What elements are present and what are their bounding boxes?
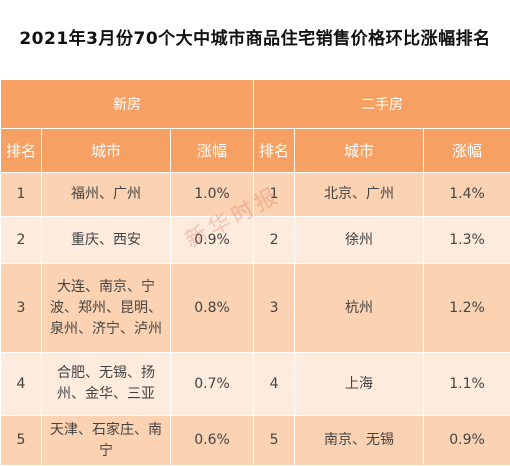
- new-rank-cell: 5: [0, 415, 42, 466]
- ranking-table: 新房 二手房 排名 城市 涨幅 排名 城市 涨幅 1 福州、广州 1.0% 1 …: [0, 79, 510, 466]
- table-row: 5 天津、石家庄、南宁 0.6% 5 南京、无锡 0.9%: [0, 415, 510, 466]
- header-change: 涨幅: [423, 128, 510, 173]
- second-change-cell: 1.4%: [423, 172, 510, 217]
- new-city-cell: 天津、石家庄、南宁: [41, 415, 171, 466]
- new-change-cell: 0.6%: [169, 415, 255, 466]
- second-rank-cell: 2: [253, 216, 296, 264]
- table-row: 3 大连、南京、宁波、郑州、昆明、泉州、济宁、泸州 0.8% 3 杭州 1.2%: [0, 263, 510, 353]
- column-header-row: 排名 城市 涨幅 排名 城市 涨幅: [0, 128, 510, 173]
- new-city-cell: 合肥、无锡、扬州、金华、三亚: [41, 352, 171, 416]
- header-city: 城市: [41, 128, 171, 173]
- header-change: 涨幅: [169, 128, 255, 173]
- new-change-cell: 0.9%: [169, 216, 255, 264]
- second-change-cell: 1.1%: [423, 352, 510, 416]
- new-city-cell: 重庆、西安: [41, 216, 171, 264]
- new-rank-cell: 2: [0, 216, 42, 264]
- new-change-cell: 1.0%: [169, 172, 255, 217]
- second-rank-cell: 3: [253, 263, 296, 353]
- section-header-row: 新房 二手房: [0, 79, 510, 129]
- second-change-cell: 1.3%: [423, 216, 510, 264]
- section-second-hand-homes: 二手房: [253, 79, 510, 129]
- second-change-cell: 0.9%: [423, 415, 510, 466]
- new-city-cell: 福州、广州: [41, 172, 171, 217]
- header-city: 城市: [294, 128, 425, 173]
- second-change-cell: 1.2%: [423, 263, 510, 353]
- second-city-cell: 南京、无锡: [294, 415, 425, 466]
- second-city-cell: 杭州: [294, 263, 425, 353]
- second-city-cell: 上海: [294, 352, 425, 416]
- table-row: 1 福州、广州 1.0% 1 北京、广州 1.4%: [0, 172, 510, 217]
- second-city-cell: 北京、广州: [294, 172, 425, 217]
- second-city-cell: 徐州: [294, 216, 425, 264]
- second-rank-cell: 5: [253, 415, 296, 466]
- new-city-cell: 大连、南京、宁波、郑州、昆明、泉州、济宁、泸州: [41, 263, 171, 353]
- new-change-cell: 0.7%: [169, 352, 255, 416]
- new-rank-cell: 1: [0, 172, 42, 217]
- header-rank: 排名: [0, 128, 42, 173]
- second-rank-cell: 1: [253, 172, 296, 217]
- new-rank-cell: 4: [0, 352, 42, 416]
- new-change-cell: 0.8%: [169, 263, 255, 353]
- new-rank-cell: 3: [0, 263, 42, 353]
- header-rank: 排名: [253, 128, 296, 173]
- table-row: 2 重庆、西安 0.9% 2 徐州 1.3%: [0, 216, 510, 264]
- second-rank-cell: 4: [253, 352, 296, 416]
- section-new-homes: 新房: [0, 79, 255, 129]
- table-row: 4 合肥、无锡、扬州、金华、三亚 0.7% 4 上海 1.1%: [0, 352, 510, 416]
- page-title: 2021年3月份70个大中城市商品住宅销售价格环比涨幅排名: [19, 29, 491, 49]
